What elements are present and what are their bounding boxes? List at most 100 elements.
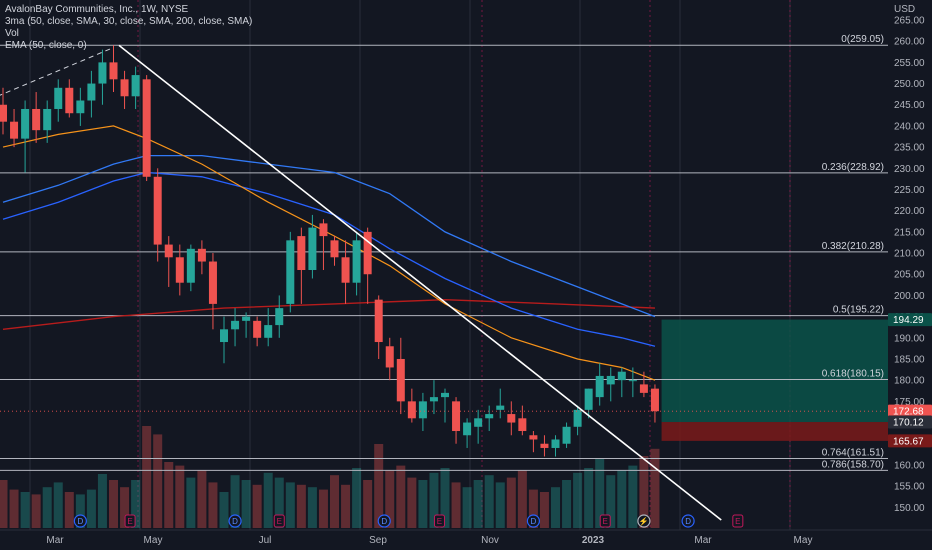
earnings-label: E: [277, 517, 282, 526]
fib-level-label: 0.618(180.15): [822, 369, 884, 380]
volume-bar: [407, 477, 417, 528]
volume-bar: [263, 472, 273, 528]
candle-body: [87, 83, 96, 101]
volume-bar: [639, 456, 649, 528]
candle-body: [352, 240, 361, 283]
price-tick-label: 265.00: [894, 16, 925, 27]
earnings-label: E: [437, 517, 442, 526]
volume-bar: [330, 475, 339, 528]
candle-body: [628, 380, 637, 382]
candle-body: [197, 248, 206, 262]
candle-body: [496, 405, 505, 410]
candle-body: [109, 62, 118, 80]
volume-bar: [440, 468, 450, 528]
candle-body: [120, 79, 129, 97]
volume-bar: [606, 475, 616, 528]
price-tick-label: 185.00: [894, 354, 925, 365]
candle-body: [385, 346, 394, 368]
legend-volume[interactable]: Vol: [5, 28, 19, 39]
dividend-icon: [73, 514, 87, 528]
candle-body: [518, 418, 527, 432]
price-tag-label: 172.68: [893, 407, 924, 418]
volume-bar: [20, 492, 30, 528]
candle-body: [297, 236, 306, 270]
candle-body: [253, 320, 262, 338]
price-tag-label: 170.12: [893, 418, 924, 429]
volume-bar: [197, 470, 207, 528]
candle-body: [474, 418, 483, 427]
volume-bar: [208, 482, 218, 528]
fib-level-label: 0.764(161.51): [822, 448, 884, 459]
volume-bar: [562, 480, 572, 528]
time-tick-label: 2023: [582, 535, 605, 546]
price-tag: [888, 313, 932, 327]
volume-bar: [186, 477, 196, 528]
candle-body: [650, 388, 659, 412]
candle-body: [98, 62, 107, 84]
candle-body: [186, 248, 195, 283]
volume-bar: [318, 489, 328, 528]
legend: AvalonBay Communities, Inc., 1W, NYSE 3m…: [5, 4, 252, 52]
earnings-label: E: [127, 517, 132, 526]
price-tick-label: 225.00: [894, 185, 925, 196]
candle-body: [286, 240, 295, 304]
earnings-label: E: [603, 517, 608, 526]
fib-level-label: 0(259.05): [841, 34, 884, 45]
volume-bar: [617, 470, 627, 528]
volume-bar: [0, 480, 8, 528]
candle-body: [10, 121, 19, 139]
fib-level-label: 0.382(210.28): [822, 241, 884, 252]
price-tick-label: 250.00: [894, 79, 925, 90]
price-tag: [888, 434, 932, 448]
candle-body: [208, 261, 217, 304]
fib-level-label: 0.5(195.22): [833, 305, 884, 316]
volume-bar: [230, 475, 240, 528]
price-tick-label: 240.00: [894, 121, 925, 132]
candle-body: [584, 388, 593, 410]
price-tag: [888, 415, 932, 429]
split-icon: [637, 514, 651, 528]
candle-body: [32, 108, 41, 131]
price-tag: [888, 404, 932, 418]
candle-body: [573, 409, 582, 427]
legend-title[interactable]: AvalonBay Communities, Inc., 1W, NYSE: [5, 4, 189, 15]
legend-moving-averages[interactable]: 3ma (50, close, SMA, 30, close, SMA, 200…: [5, 16, 253, 27]
earnings-icon: [433, 514, 445, 528]
volume-bar: [131, 480, 141, 528]
volume-bar: [506, 477, 516, 528]
price-axis-currency: USD: [894, 4, 915, 15]
candle-body: [308, 227, 317, 270]
volume-bar: [252, 484, 262, 528]
split-label: ⚡: [639, 516, 649, 526]
volume-bar: [341, 484, 351, 528]
candle-body: [76, 100, 85, 114]
volume-bar: [175, 465, 185, 528]
volume-bar: [120, 487, 130, 528]
candle-body: [562, 426, 571, 444]
price-axis: [888, 0, 932, 550]
volume-bar: [628, 465, 638, 528]
candle-body: [54, 87, 63, 109]
candle-body: [429, 397, 438, 402]
fib-level-label: 0.236(228.92): [822, 162, 884, 173]
volume-bar: [396, 465, 406, 528]
position-stop-zone: [661, 422, 888, 441]
volume-bar: [517, 470, 527, 528]
volume-bar: [363, 480, 373, 528]
sma50-line: [2, 154, 656, 318]
candle-body: [639, 384, 648, 393]
candle-body: [164, 244, 173, 258]
dividend-label: D: [77, 517, 83, 526]
candle-body: [43, 108, 52, 131]
volume-bar: [528, 489, 538, 528]
dividend-label: D: [381, 517, 387, 526]
volume-bar: [462, 487, 472, 528]
earnings-icon: [599, 514, 611, 528]
legend-ema[interactable]: EMA (50, close, 0): [5, 40, 87, 51]
price-tick-label: 190.00: [894, 333, 925, 344]
volume-bar: [539, 492, 549, 528]
fib-level-label: 0.786(158.70): [822, 459, 884, 470]
volume-bar: [451, 482, 461, 528]
